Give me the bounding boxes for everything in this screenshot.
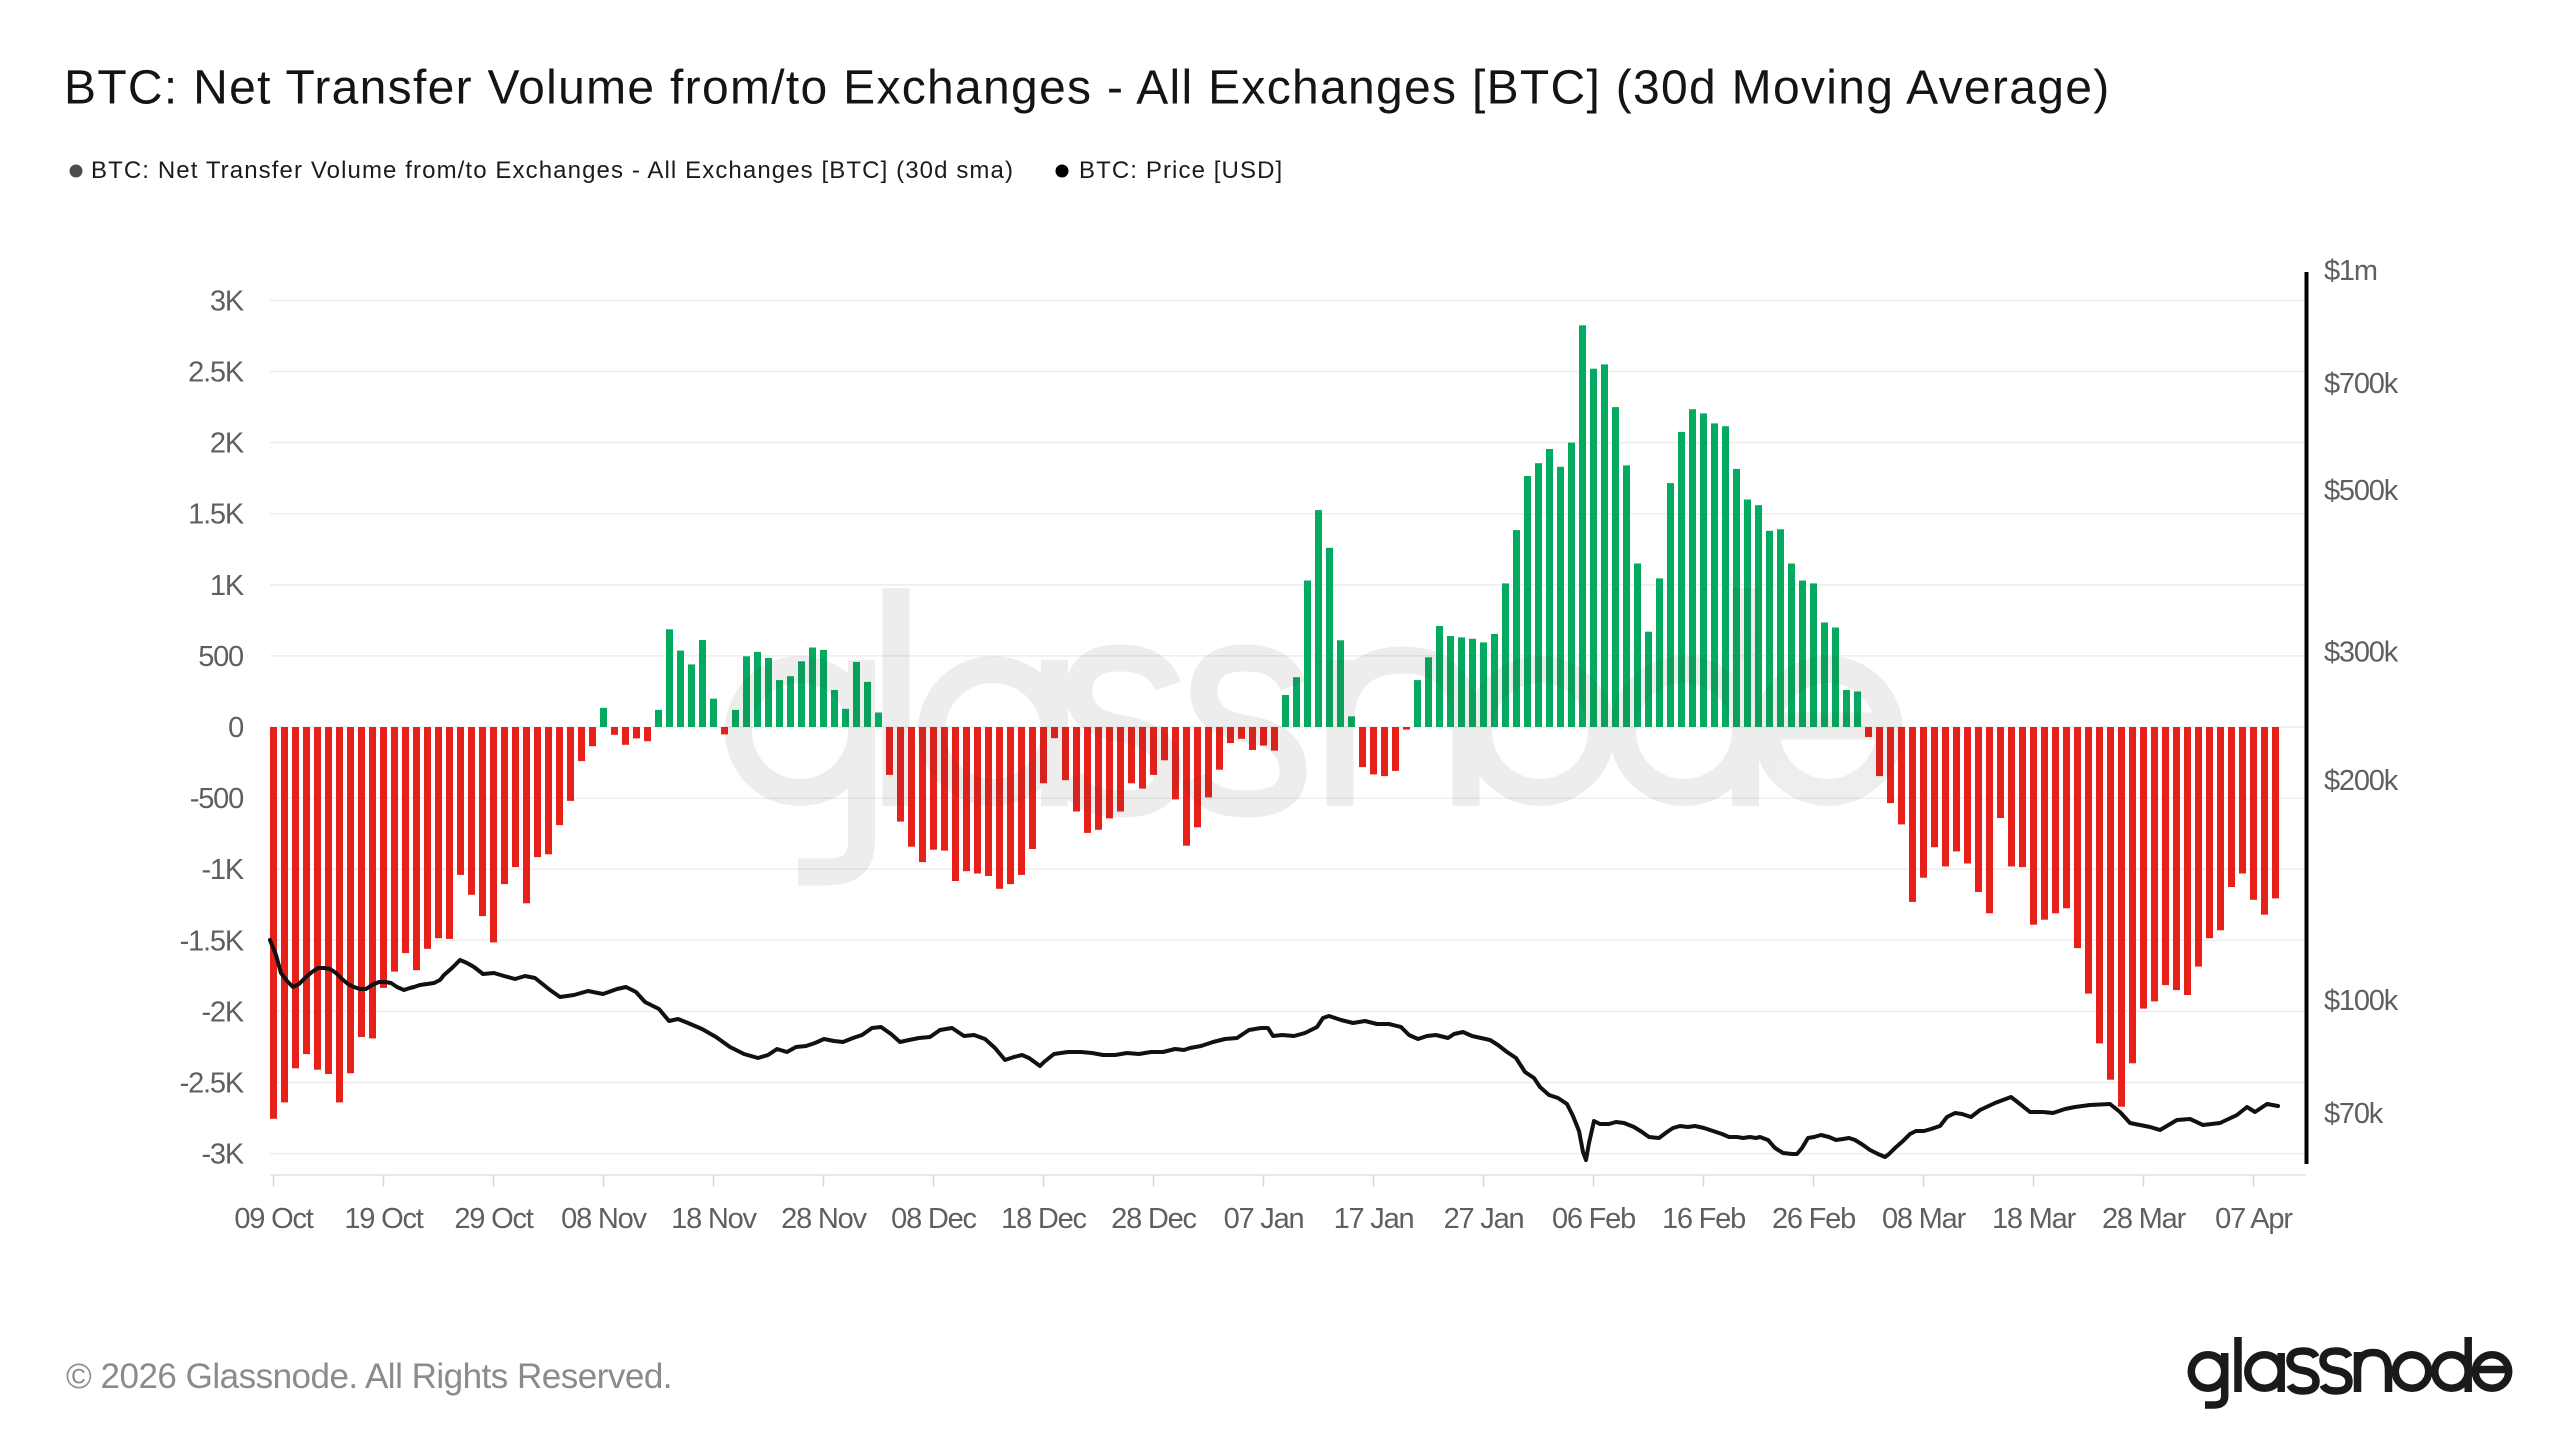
svg-text:1K: 1K: [210, 570, 245, 602]
svg-text:-2.5K: -2.5K: [180, 1068, 245, 1100]
svg-text:$500k: $500k: [2324, 475, 2399, 507]
svg-text:29 Oct: 29 Oct: [454, 1203, 533, 1235]
svg-text:2K: 2K: [210, 428, 245, 460]
svg-text:-1K: -1K: [201, 854, 244, 886]
svg-text:16 Feb: 16 Feb: [1662, 1203, 1745, 1235]
svg-text:$300k: $300k: [2324, 637, 2399, 669]
svg-text:27 Jan: 27 Jan: [1444, 1203, 1524, 1235]
svg-text:-500: -500: [190, 783, 243, 815]
svg-text:BTC: Price [USD]: BTC: Price [USD]: [1079, 157, 1283, 184]
svg-text:18 Nov: 18 Nov: [671, 1203, 757, 1235]
svg-text:$700k: $700k: [2324, 368, 2399, 400]
svg-text:08 Nov: 08 Nov: [561, 1203, 647, 1235]
svg-text:-2K: -2K: [201, 996, 244, 1028]
svg-text:-1.5K: -1.5K: [180, 925, 245, 957]
svg-text:28 Nov: 28 Nov: [781, 1203, 867, 1235]
svg-text:$200k: $200k: [2324, 765, 2399, 797]
svg-text:0: 0: [228, 712, 243, 744]
svg-text:$100k: $100k: [2324, 985, 2399, 1017]
svg-text:08 Dec: 08 Dec: [891, 1203, 976, 1235]
svg-text:07 Jan: 07 Jan: [1224, 1203, 1304, 1235]
svg-text:1.5K: 1.5K: [188, 499, 245, 531]
svg-text:18 Mar: 18 Mar: [1992, 1203, 2077, 1235]
svg-text:06 Feb: 06 Feb: [1552, 1203, 1635, 1235]
svg-text:07 Apr: 07 Apr: [2215, 1203, 2293, 1235]
svg-text:18 Dec: 18 Dec: [1001, 1203, 1086, 1235]
svg-text:BTC: Net Transfer Volume from/: BTC: Net Transfer Volume from/to Exchang…: [91, 157, 1014, 184]
svg-text:$1m: $1m: [2324, 255, 2377, 287]
svg-text:28 Dec: 28 Dec: [1111, 1203, 1196, 1235]
svg-text:BTC: Net Transfer Volume from/: BTC: Net Transfer Volume from/to Exchang…: [64, 62, 2110, 115]
svg-text:28 Mar: 28 Mar: [2102, 1203, 2187, 1235]
svg-text:09 Oct: 09 Oct: [234, 1203, 313, 1235]
svg-text:08 Mar: 08 Mar: [1882, 1203, 1967, 1235]
svg-text:3K: 3K: [210, 285, 245, 317]
svg-text:2.5K: 2.5K: [188, 357, 245, 389]
svg-text:$70k: $70k: [2324, 1098, 2384, 1130]
svg-text:© 2026 Glassnode. All Rights R: © 2026 Glassnode. All Rights Reserved.: [66, 1357, 672, 1396]
svg-text:26 Feb: 26 Feb: [1772, 1203, 1855, 1235]
svg-text:500: 500: [198, 641, 243, 673]
svg-text:-3K: -3K: [201, 1139, 244, 1171]
svg-text:19 Oct: 19 Oct: [344, 1203, 423, 1235]
svg-text:17 Jan: 17 Jan: [1334, 1203, 1414, 1235]
